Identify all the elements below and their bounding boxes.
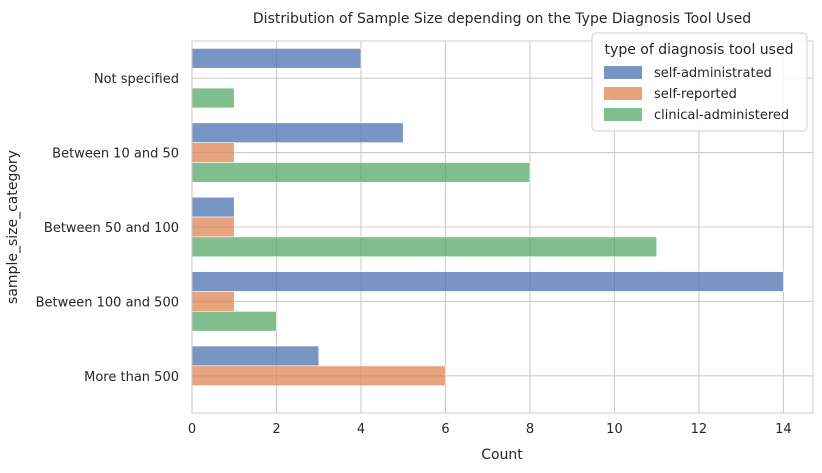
y-tick-label: Between 10 and 50 — [52, 147, 179, 162]
y-tick-label: More than 500 — [84, 370, 179, 385]
bar-self-reported — [191, 142, 235, 163]
x-axis-title: Count — [481, 447, 523, 463]
bar-clinical-administered — [191, 311, 277, 332]
x-tick-label: 8 — [526, 422, 534, 437]
y-tick-label: Between 50 and 100 — [44, 221, 179, 236]
x-tick-label: 14 — [775, 422, 792, 437]
legend-title: type of diagnosis tool used — [605, 42, 794, 58]
bar-self-reported — [191, 291, 235, 312]
x-tick-label: 12 — [691, 422, 708, 437]
legend: type of diagnosis tool used self-adminis… — [591, 32, 808, 132]
y-axis-title: sample_size_category — [5, 150, 21, 304]
bar-clinical-administered — [191, 87, 235, 109]
bar-self-administrated — [191, 48, 362, 69]
x-tick-label: 4 — [357, 422, 365, 437]
y-tick-label: Between 100 and 500 — [36, 295, 179, 310]
x-tick-label: 6 — [441, 422, 449, 437]
plot-frame — [191, 40, 814, 414]
legend-label: self-administrated — [654, 66, 772, 81]
x-tick-label: 10 — [606, 422, 623, 437]
x-tick-label: 2 — [272, 422, 280, 437]
bar-self-reported — [191, 216, 235, 238]
chart-title: Distribution of Sample Size depending on… — [253, 11, 751, 27]
bar-self-reported — [191, 365, 446, 387]
legend-swatch — [604, 108, 642, 121]
legend-swatch — [604, 66, 642, 79]
bar-self-administrated — [191, 271, 784, 292]
y-tick-labels: Not specified Between 10 and 50 Between 50… — [36, 72, 179, 385]
x-tick-label: 0 — [188, 422, 196, 437]
legend-box — [591, 32, 808, 132]
bar-self-administrated — [191, 345, 320, 367]
x-tick-labels: 0 2 4 6 8 10 12 14 — [188, 422, 792, 437]
legend-label: clinical-administered — [654, 108, 789, 123]
legend-swatch — [604, 87, 642, 100]
bar-clinical-administered — [191, 162, 531, 183]
y-tick-label: Not specified — [94, 72, 179, 87]
bar-clinical-administered — [191, 236, 657, 258]
bar-self-administrated — [191, 196, 235, 218]
bar-self-administrated — [191, 122, 404, 143]
legend-label: self-reported — [654, 87, 737, 102]
